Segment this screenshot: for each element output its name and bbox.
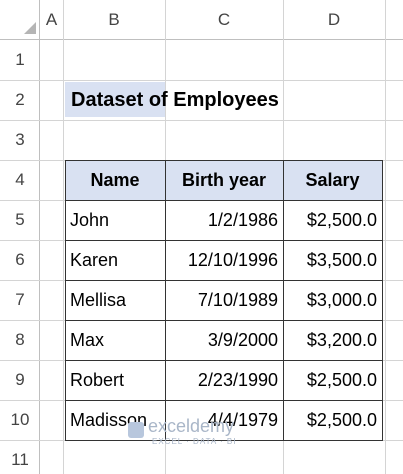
table-cell[interactable]: 2/23/1990 bbox=[197, 369, 278, 390]
table-header-cell[interactable]: Salary bbox=[305, 169, 360, 190]
column-header[interactable]: A bbox=[45, 10, 58, 29]
table-cell[interactable]: $2,500.0 bbox=[306, 369, 377, 390]
row-header[interactable]: 11 bbox=[11, 450, 29, 469]
watermark-logo bbox=[128, 422, 144, 438]
table-header-cell[interactable]: Name bbox=[90, 169, 140, 190]
sheet-title[interactable]: Dataset of Employees bbox=[71, 88, 279, 111]
select-all-corner bbox=[24, 22, 36, 34]
row-header[interactable]: 9 bbox=[15, 370, 25, 389]
grid-line bbox=[0, 80, 403, 81]
row-header[interactable]: 10 bbox=[10, 410, 30, 429]
table-cell[interactable]: Madisson bbox=[70, 409, 148, 430]
table-border bbox=[65, 440, 383, 441]
table-border bbox=[165, 160, 166, 440]
row-header[interactable]: 6 bbox=[15, 250, 25, 269]
table-border bbox=[65, 160, 383, 161]
table-cell[interactable]: $3,200.0 bbox=[306, 329, 377, 350]
table-border bbox=[65, 200, 383, 201]
row-header-bar bbox=[0, 0, 40, 474]
watermark-tagline: EXCEL · DATA · BI bbox=[152, 437, 237, 446]
table-border bbox=[283, 160, 284, 440]
row-header[interactable]: 8 bbox=[15, 330, 25, 349]
title-highlight bbox=[65, 82, 165, 117]
table-cell[interactable]: 1/2/1986 bbox=[207, 209, 278, 230]
table-cell[interactable]: Robert bbox=[70, 369, 125, 390]
table-border bbox=[65, 280, 383, 281]
row-header[interactable]: 7 bbox=[15, 290, 25, 309]
table-cell[interactable]: $2,500.0 bbox=[306, 209, 377, 230]
table-cell[interactable]: Karen bbox=[70, 249, 119, 270]
row-header[interactable]: 2 bbox=[15, 90, 25, 109]
table-border bbox=[382, 160, 383, 440]
column-header[interactable]: B bbox=[108, 10, 120, 29]
table-cell[interactable]: $3,500.0 bbox=[306, 249, 377, 270]
table-header-fill bbox=[65, 160, 382, 200]
table-cell[interactable]: $3,000.0 bbox=[306, 289, 377, 310]
table-border bbox=[65, 400, 383, 401]
watermark-name: exceldemy bbox=[148, 416, 235, 436]
table-cell[interactable]: 12/10/1996 bbox=[187, 249, 278, 270]
row-header[interactable]: 1 bbox=[15, 50, 25, 69]
column-header[interactable]: C bbox=[217, 10, 231, 29]
grid-line bbox=[385, 0, 386, 474]
table-cell[interactable]: 3/9/2000 bbox=[207, 329, 278, 350]
table-header-cell[interactable]: Birth year bbox=[181, 169, 267, 190]
row-header[interactable]: 3 bbox=[15, 130, 25, 149]
row-header[interactable]: 5 bbox=[15, 210, 25, 229]
table-cell[interactable]: 7/10/1989 bbox=[197, 289, 278, 310]
table-border bbox=[65, 320, 383, 321]
table-border bbox=[65, 240, 383, 241]
table-cell[interactable]: 4/4/1979 bbox=[207, 409, 278, 430]
grid-line bbox=[63, 0, 64, 474]
table-cell[interactable]: John bbox=[70, 209, 110, 230]
row-header[interactable]: 4 bbox=[15, 170, 25, 189]
table-cell[interactable]: Max bbox=[70, 329, 105, 350]
table-cell[interactable]: Mellisa bbox=[70, 289, 127, 310]
table-cell[interactable]: $2,500.0 bbox=[306, 409, 377, 430]
column-header[interactable]: D bbox=[327, 10, 341, 29]
grid-line bbox=[0, 120, 403, 121]
table-border bbox=[65, 160, 66, 440]
table-border bbox=[65, 360, 383, 361]
column-header-bar bbox=[0, 0, 403, 40]
